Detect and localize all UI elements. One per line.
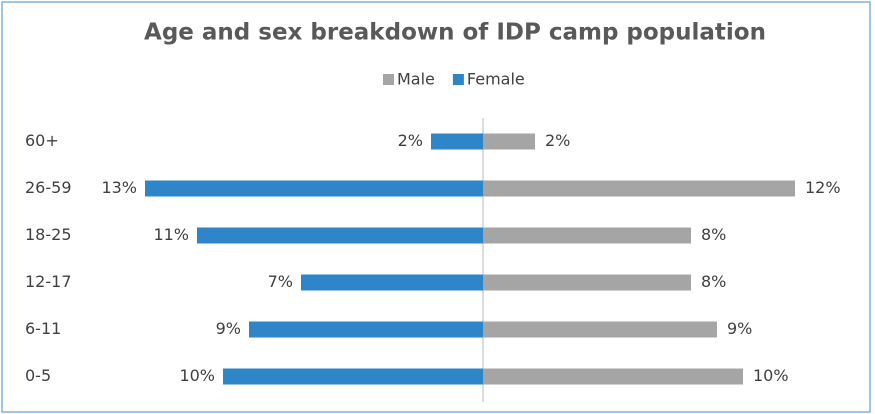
data-label: 2% (398, 131, 423, 150)
y-tick-label: 18-25 (25, 225, 72, 244)
data-label: 8% (701, 225, 726, 244)
y-tick-label: 60+ (25, 131, 59, 150)
bar (145, 180, 483, 197)
bar (483, 133, 535, 150)
data-label: 9% (727, 319, 752, 338)
bar (301, 274, 483, 291)
bar (249, 321, 483, 338)
bar (483, 180, 795, 197)
data-label: 7% (268, 272, 293, 291)
bar (483, 274, 691, 291)
bar (483, 227, 691, 244)
legend-label: Male (397, 70, 435, 89)
y-tick-label: 12-17 (25, 272, 72, 291)
y-tick-label: 26-59 (25, 178, 72, 197)
bar (431, 133, 483, 150)
chart-title: Age and sex breakdown of IDP camp popula… (144, 20, 766, 46)
data-label: 12% (805, 178, 841, 197)
data-label: 13% (101, 178, 137, 197)
bar (483, 321, 717, 338)
legend-swatch (452, 74, 464, 85)
data-label: 8% (701, 272, 726, 291)
data-label: 11% (153, 225, 189, 244)
bar (483, 368, 743, 385)
bar (223, 368, 483, 385)
legend-label: Female (467, 70, 525, 89)
data-label: 10% (179, 366, 215, 385)
bar (197, 227, 483, 244)
legend-swatch (383, 74, 394, 85)
y-tick-label: 0-5 (25, 366, 51, 385)
data-label: 2% (545, 131, 570, 150)
data-label: 10% (753, 366, 789, 385)
y-tick-label: 6-11 (25, 319, 61, 338)
data-label: 9% (216, 319, 241, 338)
